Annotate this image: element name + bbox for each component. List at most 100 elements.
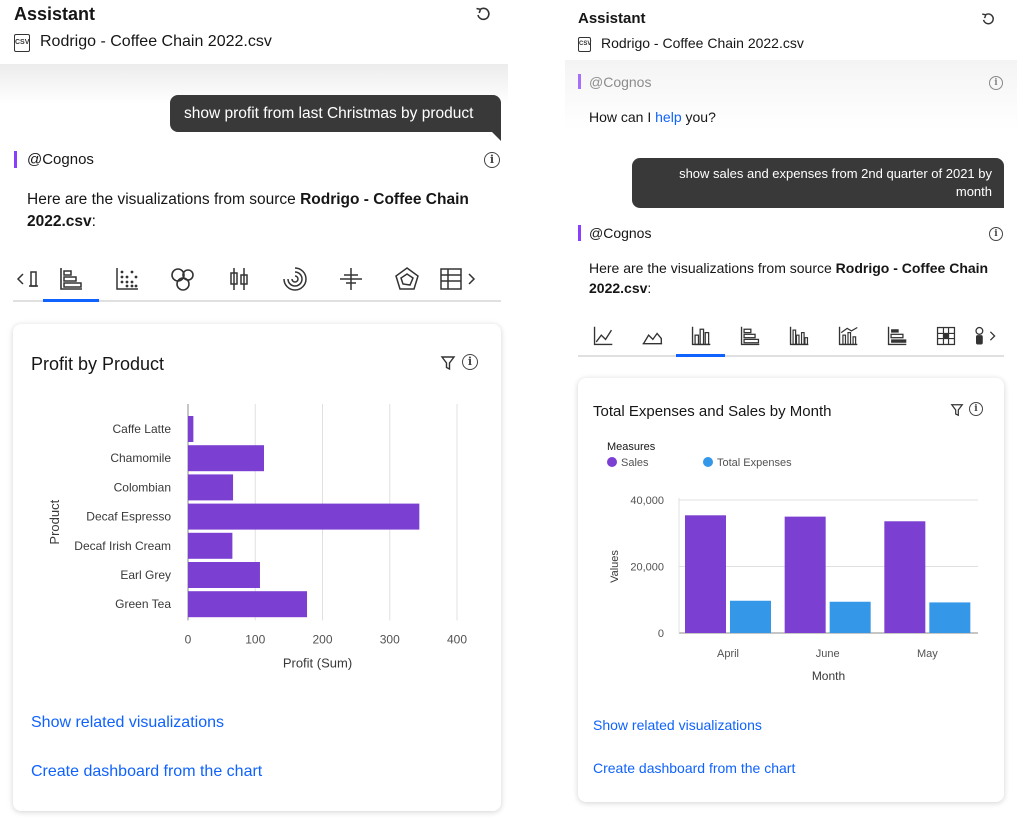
file-name: Rodrigo - Coffee Chain 2022.csv <box>601 35 804 51</box>
chevron-right-icon <box>989 330 996 341</box>
viz-more[interactable] <box>970 316 1004 355</box>
card-title: Profit by Product <box>31 354 165 374</box>
info-icon[interactable]: i <box>969 402 983 416</box>
chart-card: Total Expenses and Sales by Month i Meas… <box>578 378 1004 802</box>
category-label: Colombian <box>114 480 171 494</box>
legend-swatch <box>607 457 617 467</box>
viz-bar[interactable] <box>725 316 774 355</box>
bar <box>685 515 726 633</box>
help-link[interactable]: help <box>655 109 682 125</box>
bot-indicator <box>14 151 17 168</box>
bar <box>188 474 234 501</box>
radar-icon <box>395 266 419 290</box>
bar <box>188 591 308 618</box>
x-tick-label: 0 <box>185 632 192 646</box>
bubble-icon <box>171 267 194 291</box>
bot-text-suffix: : <box>91 213 96 230</box>
bar-chart-icon <box>740 326 759 345</box>
viz-radar[interactable] <box>379 257 435 300</box>
file-name: Rodrigo - Coffee Chain 2022.csv <box>40 33 272 50</box>
bubble-tail <box>492 132 501 141</box>
bot-response-text: Here are the visualizations from source … <box>589 258 1009 298</box>
visualization-selector <box>578 316 1004 357</box>
bar <box>188 503 420 530</box>
x-axis-title: Profit (Sum) <box>283 655 352 670</box>
info-icon[interactable]: i <box>989 227 1003 241</box>
column-chart-icon <box>691 326 710 345</box>
y-axis-title: Values <box>609 550 621 583</box>
panel-title: Assistant <box>578 10 646 27</box>
show-related-link[interactable]: Show related visualizations <box>31 714 224 731</box>
viz-bubble[interactable] <box>155 257 211 300</box>
chevron-left-icon <box>16 270 38 287</box>
info-icon[interactable]: i <box>989 76 1003 90</box>
stacked-bar-icon <box>887 326 906 345</box>
category-label: April <box>717 648 739 660</box>
prev-viz-button[interactable] <box>13 257 43 300</box>
info-icon[interactable]: i <box>462 354 478 370</box>
y-tick-label: 0 <box>658 628 664 640</box>
x-tick-label: 100 <box>245 632 265 646</box>
bot-text-suffix: : <box>647 280 652 296</box>
line-chart-icon <box>593 326 612 345</box>
create-dashboard-link[interactable]: Create dashboard from the chart <box>31 763 263 780</box>
viz-stacked-bar[interactable] <box>872 316 921 355</box>
bar <box>730 600 771 633</box>
bot-indicator <box>578 225 581 241</box>
column-line-icon <box>838 326 858 345</box>
y-axis-title: Product <box>47 499 62 544</box>
user-message-line2: month <box>955 184 992 199</box>
bar <box>929 602 971 633</box>
y-tick-label: 20,000 <box>630 562 664 574</box>
user-message-bubble: show profit from last Christmas by produ… <box>170 95 501 132</box>
greeting-text: How can I help you? <box>589 109 716 125</box>
y-tick-label: 40,000 <box>630 495 664 507</box>
greeting-suffix: you? <box>681 109 716 125</box>
heatmap-icon <box>936 326 955 345</box>
viz-clustered-column[interactable] <box>774 316 823 355</box>
info-icon[interactable]: i <box>484 152 500 168</box>
viz-horizontal-bar[interactable] <box>43 257 99 302</box>
radial-icon <box>283 266 307 291</box>
filter-icon[interactable] <box>440 355 456 371</box>
viz-column[interactable] <box>676 316 725 357</box>
horizontal-bar-icon <box>60 267 82 290</box>
viz-dot-matrix[interactable] <box>99 257 155 300</box>
viz-area[interactable] <box>627 316 676 355</box>
viz-cross[interactable] <box>323 257 379 300</box>
x-tick-label: 400 <box>447 632 467 646</box>
viz-boxplot[interactable] <box>211 257 267 300</box>
card-title: Total Expenses and Sales by Month <box>593 403 832 420</box>
bar <box>188 562 260 588</box>
viz-heatmap[interactable] <box>921 316 970 355</box>
legend-title: Measures <box>607 441 656 453</box>
viz-line[interactable] <box>578 316 627 355</box>
category-label: Decaf Espresso <box>86 510 171 524</box>
viz-column-line[interactable] <box>823 316 872 355</box>
user-message-line1: show sales and expenses from 2nd quarter… <box>679 166 992 181</box>
bot-indicator <box>578 74 581 89</box>
right-assistant-panel: Assistant CSV Rodrigo - Coffee Chain 202… <box>565 0 1017 823</box>
bot-name: @Cognos <box>589 74 652 90</box>
filter-icon[interactable] <box>950 403 964 417</box>
user-message-text: show profit from last Christmas by produ… <box>184 105 474 122</box>
left-assistant-panel: Assistant CSV Rodrigo - Coffee Chain 202… <box>0 0 508 823</box>
legend-label: Sales <box>621 457 649 469</box>
viz-table[interactable] <box>435 257 483 300</box>
create-dashboard-link[interactable]: Create dashboard from the chart <box>593 760 796 776</box>
viz-radial[interactable] <box>267 257 323 300</box>
profit-by-product-chart: 0 100 200 300 400 Caffe Latte Chamomile Colombi… <box>47 404 467 670</box>
show-related-link[interactable]: Show related visualizations <box>593 717 762 733</box>
dot-matrix-icon <box>116 267 138 290</box>
category-label: Caffe Latte <box>113 422 172 436</box>
panel-title: Assistant <box>14 4 96 24</box>
category-label: May <box>917 648 938 660</box>
reset-icon[interactable] <box>474 5 492 23</box>
reset-icon[interactable] <box>980 11 996 27</box>
bar <box>188 445 264 472</box>
bar <box>784 516 826 633</box>
expenses-sales-chart: Measures Sales Total Expenses 0 20,000 40,000… <box>607 441 978 683</box>
visualization-selector <box>13 257 501 302</box>
x-tick-label: 200 <box>312 632 332 646</box>
bot-text-prefix: Here are the visualizations from source <box>27 191 301 208</box>
